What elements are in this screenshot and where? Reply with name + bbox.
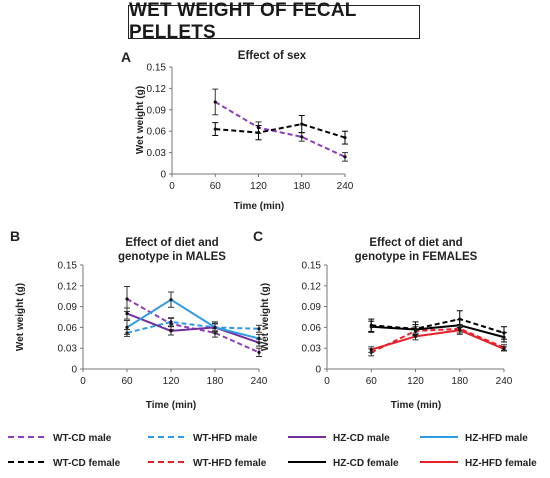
panel-c-y-tick-label: 0.06 — [302, 323, 322, 334]
panel-c-title-line: genotype in FEMALES — [355, 251, 478, 263]
panel-b-title-line: genotype in MALES — [118, 251, 226, 263]
panel-c-x-tick-label: 120 — [407, 376, 424, 387]
panel-b-series-wt-cd-male-line — [126, 298, 260, 354]
panel-a-series-wt-cd-female-point — [343, 136, 347, 140]
panel-a-x-tick-label: 0 — [169, 181, 175, 192]
panel-c-x-axis-label: Time (min) — [391, 400, 441, 411]
panel-a-y-tick-label: 0.06 — [147, 127, 167, 138]
panel-b-x-tick-label: 0 — [80, 376, 86, 387]
panel-b-y-tick-label: 0.03 — [58, 344, 78, 355]
panel-b-y-tick-label: 0 — [71, 365, 77, 376]
figure-title: WET WEIGHT OF FECAL PELLETS — [128, 0, 420, 43]
panel-c-series-hz-cd-female-point — [502, 335, 506, 339]
panel-b-series-hz-hfd-male-line — [126, 298, 260, 340]
panel-a-series-wt-cd-female-line — [215, 123, 346, 139]
panel-a-x-tick-label: 120 — [250, 181, 267, 192]
panel-c-y-tick-label: 0.03 — [302, 344, 322, 355]
panel-a-series-wt-cd-male-line — [214, 101, 346, 158]
panel-b-series-wt-hfd-male-point — [257, 327, 261, 331]
legend-label-hz-cd-male: HZ-CD male — [333, 433, 390, 444]
legend-label-wt-hfd-female: WT-HFD female — [193, 458, 267, 469]
panel-c-y-tick-label: 0.09 — [302, 302, 322, 313]
panel-b-y-tick-label: 0.12 — [58, 281, 78, 292]
panel-a-series-wt-cd-female-point — [213, 127, 217, 131]
panel-c-y-tick-label: 0.12 — [302, 281, 322, 292]
panel-c-series-wt-hfd-female-line — [370, 327, 505, 354]
panel-c-title-line: Effect of diet and — [369, 237, 462, 249]
panel-b-x-tick-label: 180 — [207, 376, 224, 387]
legend-label-hz-hfd-male: HZ-HFD male — [465, 433, 528, 444]
panel-c-x-tick-label: 180 — [451, 376, 468, 387]
panel-b-title-line: Effect of diet and — [125, 237, 218, 249]
panel-b-x-tick-label: 60 — [121, 376, 133, 387]
panel-a-y-tick-label: 0.12 — [147, 84, 167, 95]
panel-a-y-tick-label: 0 — [160, 170, 166, 181]
panel-b-series-hz-cd-male-point — [169, 329, 173, 333]
panel-a-x-tick-label: 60 — [210, 181, 222, 192]
panel-c-x-tick-label: 60 — [366, 376, 378, 387]
panel-a-series-wt-cd-male-point — [343, 155, 347, 159]
panel-b-y-axis-label: Wet weight (g) — [15, 283, 26, 351]
panel-a-y-tick-label: 0.15 — [147, 63, 167, 74]
panel-b-x-axis-label: Time (min) — [146, 400, 196, 411]
panel-a-x-axis-label: Time (min) — [234, 201, 284, 212]
panel-b-y-tick-label: 0.09 — [58, 302, 78, 313]
panel-b-series-wt-cd-male-point — [257, 350, 261, 354]
panel-c-y-tick-label: 0.15 — [302, 261, 322, 272]
panel-c-series-hz-hfd-female-point — [369, 347, 373, 352]
legend-label-wt-cd-male: WT-CD male — [53, 433, 112, 444]
panel-b-y-tick-label: 0.06 — [58, 323, 78, 334]
panel-a-x-tick-label: 240 — [337, 181, 354, 192]
panel-b-series-wt-hfd-male-point — [169, 320, 173, 324]
legend-label-hz-cd-female: HZ-CD female — [333, 458, 399, 469]
panel-c-series-hz-hfd-female-point — [458, 328, 462, 332]
panel-a-series-wt-cd-male-point — [213, 100, 217, 104]
panel-a-letter: A — [121, 49, 131, 65]
panel-c-series-hz-hfd-female-point — [502, 347, 506, 351]
panel-a-y-axis-label: Wet weight (g) — [135, 86, 146, 154]
panel-c-series-hz-cd-female-line — [371, 324, 505, 339]
panel-c-y-axis-label: Wet weight (g) — [260, 283, 271, 351]
panel-c-series-hz-hfd-female-line — [371, 329, 505, 351]
panel-c-y-tick-label: 0 — [315, 365, 321, 376]
panel-c-x-tick-label: 240 — [496, 376, 513, 387]
legend-label-wt-cd-female: WT-CD female — [53, 458, 121, 469]
panel-c-letter: C — [253, 228, 263, 244]
panel-a-y-tick-label: 0.09 — [147, 105, 167, 116]
panel-b-x-tick-label: 240 — [251, 376, 268, 387]
panel-a-y-tick-label: 0.03 — [147, 148, 167, 159]
legend-label-wt-hfd-male: WT-HFD male — [193, 433, 258, 444]
panel-b-series-hz-cd-male-line — [126, 312, 260, 344]
panel-b-series-wt-hfd-male-line — [126, 320, 260, 334]
panel-b-x-tick-label: 120 — [163, 376, 180, 387]
panel-b-series-hz-hfd-male-point — [213, 325, 217, 329]
panel-b-series-hz-hfd-male-point — [125, 325, 129, 329]
panel-a-x-tick-label: 180 — [293, 181, 310, 192]
panel-a-series-wt-cd-female-point — [256, 131, 261, 135]
panel-c-series-hz-hfd-female-point — [413, 334, 418, 339]
panel-c-series-wt-cd-female-line — [371, 318, 505, 334]
panel-b-y-tick-label: 0.15 — [58, 261, 78, 272]
panel-c-series-hz-cd-female-point — [369, 325, 373, 329]
panel-b-series-hz-hfd-male-point — [169, 298, 173, 302]
panel-b-letter: B — [10, 228, 20, 244]
panel-a-title-line: Effect of sex — [238, 50, 307, 62]
panel-b-series-wt-cd-male-point — [125, 297, 129, 301]
panel-a-series-wt-cd-male-point — [300, 135, 304, 139]
panel-b-series-hz-hfd-male-point — [257, 336, 261, 341]
panel-b-series-hz-cd-male-point — [125, 311, 129, 316]
panel-a-series-wt-cd-female-point — [300, 122, 304, 126]
panel-c-series-hz-cd-female-point — [413, 327, 418, 332]
legend-label-hz-hfd-female: HZ-HFD female — [465, 458, 537, 469]
panel-c-x-tick-label: 0 — [324, 376, 330, 387]
